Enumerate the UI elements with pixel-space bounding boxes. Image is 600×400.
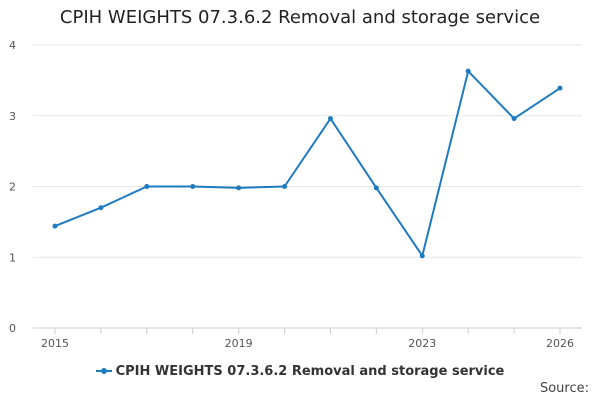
x-tick-label: 2015 [41,337,69,350]
legend[interactable]: CPIH WEIGHTS 07.3.6.2 Removal and storag… [0,364,600,379]
source-label: Source: [539,381,589,396]
data-point[interactable] [511,116,517,122]
series-layer [52,68,563,259]
legend-series-label: CPIH WEIGHTS 07.3.6.2 Removal and storag… [115,364,505,379]
data-point[interactable] [557,85,563,91]
y-tick-label: 1 [9,251,16,264]
data-point[interactable] [327,116,333,122]
x-tick-label: 2019 [225,337,253,350]
legend-line-marker-icon [95,367,112,374]
data-point[interactable] [52,223,58,229]
y-tick-label: 4 [9,39,16,52]
data-point[interactable] [190,184,196,189]
x-axis: 2015 2019 2023 2026 [41,328,574,350]
data-point[interactable] [282,184,288,189]
y-tick-labels: 0 1 2 3 4 [9,39,16,335]
data-point[interactable] [236,185,242,191]
y-tick-label: 2 [9,181,16,194]
data-point[interactable] [98,205,104,211]
x-tick-label: 2023 [408,337,436,350]
data-point[interactable] [465,68,471,74]
y-gridlines [33,44,582,329]
series-line-0[interactable] [54,70,561,257]
y-tick-label: 3 [9,110,16,123]
x-tick-label: 2026 [546,337,574,350]
chart-title: CPIH WEIGHTS 07.3.6.2 Removal and storag… [59,7,541,28]
data-point[interactable] [419,253,425,259]
data-point[interactable] [144,184,150,189]
y-tick-label: 0 [9,322,16,335]
data-point[interactable] [373,185,379,191]
